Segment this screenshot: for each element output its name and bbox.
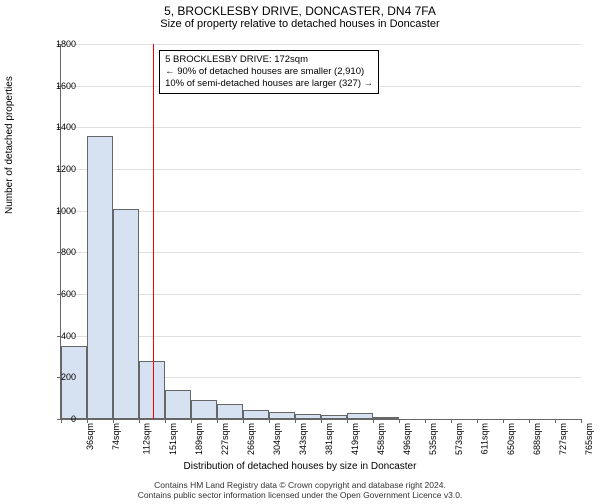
- xtick-label: 458sqm: [376, 423, 386, 455]
- xtick-label: 496sqm: [402, 423, 412, 455]
- xtick-mark: [503, 419, 504, 423]
- ytick-label: 1400: [46, 122, 76, 132]
- xtick-label: 189sqm: [194, 423, 204, 455]
- xtick-mark: [87, 419, 88, 423]
- xtick-mark: [399, 419, 400, 423]
- ytick-label: 800: [46, 247, 76, 257]
- xtick-label: 419sqm: [350, 423, 360, 455]
- histogram-bar: [321, 415, 347, 419]
- xtick-label: 611sqm: [479, 423, 489, 454]
- ytick-label: 1200: [46, 164, 76, 174]
- histogram-bar: [217, 404, 243, 419]
- xtick-label: 765sqm: [584, 423, 594, 455]
- xtick-mark: [243, 419, 244, 423]
- histogram-bar: [165, 390, 191, 419]
- xtick-mark: [451, 419, 452, 423]
- ytick-label: 0: [46, 414, 76, 424]
- chart-area: 36sqm74sqm112sqm151sqm189sqm227sqm266sqm…: [60, 44, 581, 420]
- xtick-label: 227sqm: [220, 423, 230, 455]
- grid-line: [61, 294, 581, 295]
- grid-line: [61, 211, 581, 212]
- grid-line: [61, 127, 581, 128]
- xtick-label: 74sqm: [111, 423, 121, 450]
- grid-line: [61, 336, 581, 337]
- xtick-mark: [347, 419, 348, 423]
- xtick-mark: [269, 419, 270, 423]
- chart-title: 5, BROCKLESBY DRIVE, DONCASTER, DN4 7FA: [0, 4, 600, 18]
- grid-line: [61, 169, 581, 170]
- histogram-bar: [87, 136, 113, 419]
- histogram-bar: [269, 412, 295, 419]
- grid-line: [61, 252, 581, 253]
- xtick-label: 535sqm: [428, 423, 438, 455]
- ytick-label: 200: [46, 372, 76, 382]
- annotation-line: 5 BROCKLESBY DRIVE: 172sqm: [165, 54, 373, 66]
- xtick-mark: [165, 419, 166, 423]
- histogram-bar: [295, 414, 321, 419]
- xtick-mark: [191, 419, 192, 423]
- xtick-label: 573sqm: [454, 423, 464, 455]
- xtick-mark: [373, 419, 374, 423]
- credit-line1: Contains HM Land Registry data © Crown c…: [0, 480, 600, 490]
- xtick-mark: [425, 419, 426, 423]
- xtick-mark: [113, 419, 114, 423]
- xtick-mark: [477, 419, 478, 423]
- ytick-label: 1600: [46, 81, 76, 91]
- xtick-mark: [217, 419, 218, 423]
- reference-line: [153, 44, 154, 419]
- xtick-label: 266sqm: [246, 423, 256, 455]
- ytick-label: 1800: [46, 39, 76, 49]
- x-axis-label: Distribution of detached houses by size …: [0, 461, 600, 472]
- histogram-bar: [61, 346, 87, 419]
- histogram-bar: [113, 209, 139, 419]
- ytick-label: 1000: [46, 206, 76, 216]
- xtick-mark: [295, 419, 296, 423]
- histogram-bar: [191, 400, 217, 419]
- xtick-mark: [555, 419, 556, 423]
- ytick-label: 600: [46, 289, 76, 299]
- xtick-label: 151sqm: [168, 423, 178, 455]
- grid-line: [61, 44, 581, 45]
- credit-line2: Contains public sector information licen…: [0, 490, 600, 500]
- ytick-label: 400: [46, 331, 76, 341]
- xtick-label: 650sqm: [506, 423, 516, 455]
- xtick-mark: [321, 419, 322, 423]
- credit-text: Contains HM Land Registry data © Crown c…: [0, 480, 600, 500]
- annotation-box: 5 BROCKLESBY DRIVE: 172sqm← 90% of detac…: [159, 50, 379, 94]
- chart-subtitle: Size of property relative to detached ho…: [0, 18, 600, 30]
- annotation-line: 10% of semi-detached houses are larger (…: [165, 78, 373, 90]
- histogram-bar: [373, 417, 399, 419]
- xtick-label: 36sqm: [85, 423, 95, 450]
- xtick-mark: [139, 419, 140, 423]
- xtick-mark: [529, 419, 530, 423]
- histogram-bar: [139, 361, 165, 419]
- xtick-label: 343sqm: [298, 423, 308, 455]
- xtick-label: 304sqm: [272, 423, 282, 455]
- annotation-line: ← 90% of detached houses are smaller (2,…: [165, 66, 373, 78]
- xtick-label: 727sqm: [558, 423, 568, 455]
- xtick-label: 112sqm: [141, 423, 151, 454]
- histogram-bar: [347, 413, 373, 419]
- xtick-mark: [581, 419, 582, 423]
- histogram-bar: [243, 410, 269, 419]
- y-axis-label: Number of detached properties: [4, 76, 15, 214]
- xtick-label: 688sqm: [532, 423, 542, 455]
- xtick-label: 381sqm: [324, 423, 334, 455]
